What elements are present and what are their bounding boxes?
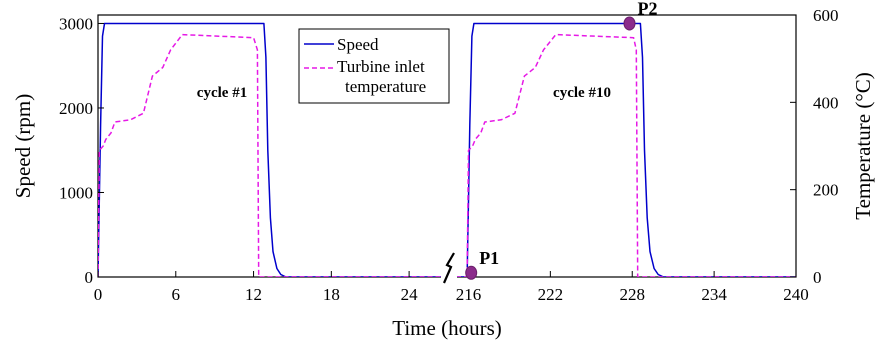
- series-speed-segment-1: [98, 22, 448, 277]
- y-axis-right-label: Temperature (°C): [851, 72, 875, 219]
- legend-label-temperature-line-1: Turbine inlet: [337, 57, 425, 76]
- y-axis-left-label: Speed (rpm): [11, 94, 35, 198]
- legend-box: [298, 28, 450, 104]
- ticks-layer: 0 6 12 18 24 216 222 228 234 24001000200030000200…: [59, 6, 839, 304]
- x-tick-label: 234: [701, 285, 727, 304]
- x-axis-label: Time (hours): [392, 316, 501, 340]
- y-right-tick-label: 200: [813, 181, 839, 200]
- series-temperature-segment-1: [98, 33, 448, 277]
- point-p2: [623, 16, 636, 31]
- series-temperature-segment-2: [448, 33, 796, 277]
- legend: Speed Turbine inlet temperature: [298, 28, 450, 104]
- y-right-tick-label: 400: [813, 93, 839, 112]
- legend-label-speed: Speed: [337, 35, 379, 54]
- x-tick-label: 24: [401, 285, 419, 304]
- x-tick-label: 12: [245, 285, 262, 304]
- point-label-p2: P2: [638, 0, 658, 18]
- x-tick-label: 0: [94, 285, 103, 304]
- point-p1: [465, 265, 478, 280]
- x-tick-label: 228: [619, 285, 645, 304]
- x-tick-label: 18: [323, 285, 340, 304]
- y-right-tick-label: 600: [813, 6, 839, 25]
- points-layer: P1 P2: [465, 0, 658, 280]
- y-left-tick-label: 3000: [59, 14, 93, 33]
- annotation-cycle-10: cycle #10: [553, 85, 611, 101]
- y-left-tick-label: 1000: [59, 183, 93, 202]
- legend-label-temperature: Turbine inlet temperature: [337, 57, 426, 96]
- x-tick-label: 240: [783, 285, 809, 304]
- annotation-cycle-1: cycle #1: [197, 85, 247, 101]
- legend-label-temperature-line-2: temperature: [345, 77, 426, 96]
- axis-break-zigzag: [442, 252, 455, 284]
- x-tick-label: 216: [456, 285, 482, 304]
- series-speed-segment-2: [448, 22, 796, 277]
- series-layer: [98, 22, 796, 277]
- x-tick-label: 222: [538, 285, 564, 304]
- y-left-tick-label: 2000: [59, 99, 93, 118]
- x-tick-label: 6: [172, 285, 181, 304]
- axis-break-gap: [441, 253, 457, 283]
- y-left-tick-label: 0: [85, 268, 94, 287]
- point-label-p1: P1: [479, 248, 499, 268]
- axis-break-marker: [441, 252, 457, 284]
- y-right-tick-label: 0: [813, 268, 822, 287]
